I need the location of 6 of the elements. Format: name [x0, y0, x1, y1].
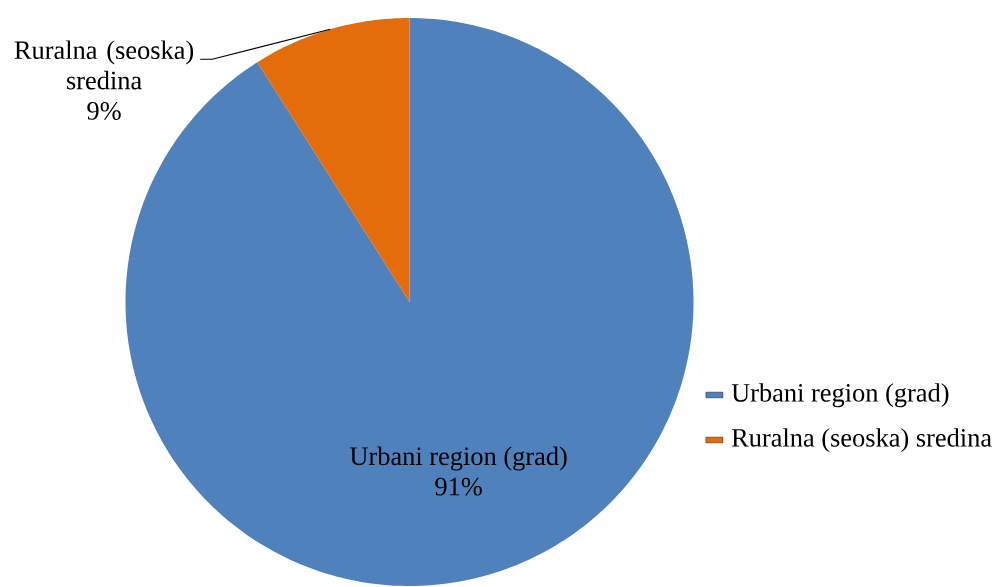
- slice-label: Ruralna (seoska) sredina: [14, 40, 194, 90]
- slice-label: Urbani region (grad): [349, 446, 567, 471]
- data-label: 91%: [435, 477, 482, 496]
- data-label: 9%: [87, 102, 121, 120]
- legend-label: Urbani region (grad): [731, 383, 949, 408]
- legend-label: Ruralna (seoska) sredina: [731, 428, 992, 453]
